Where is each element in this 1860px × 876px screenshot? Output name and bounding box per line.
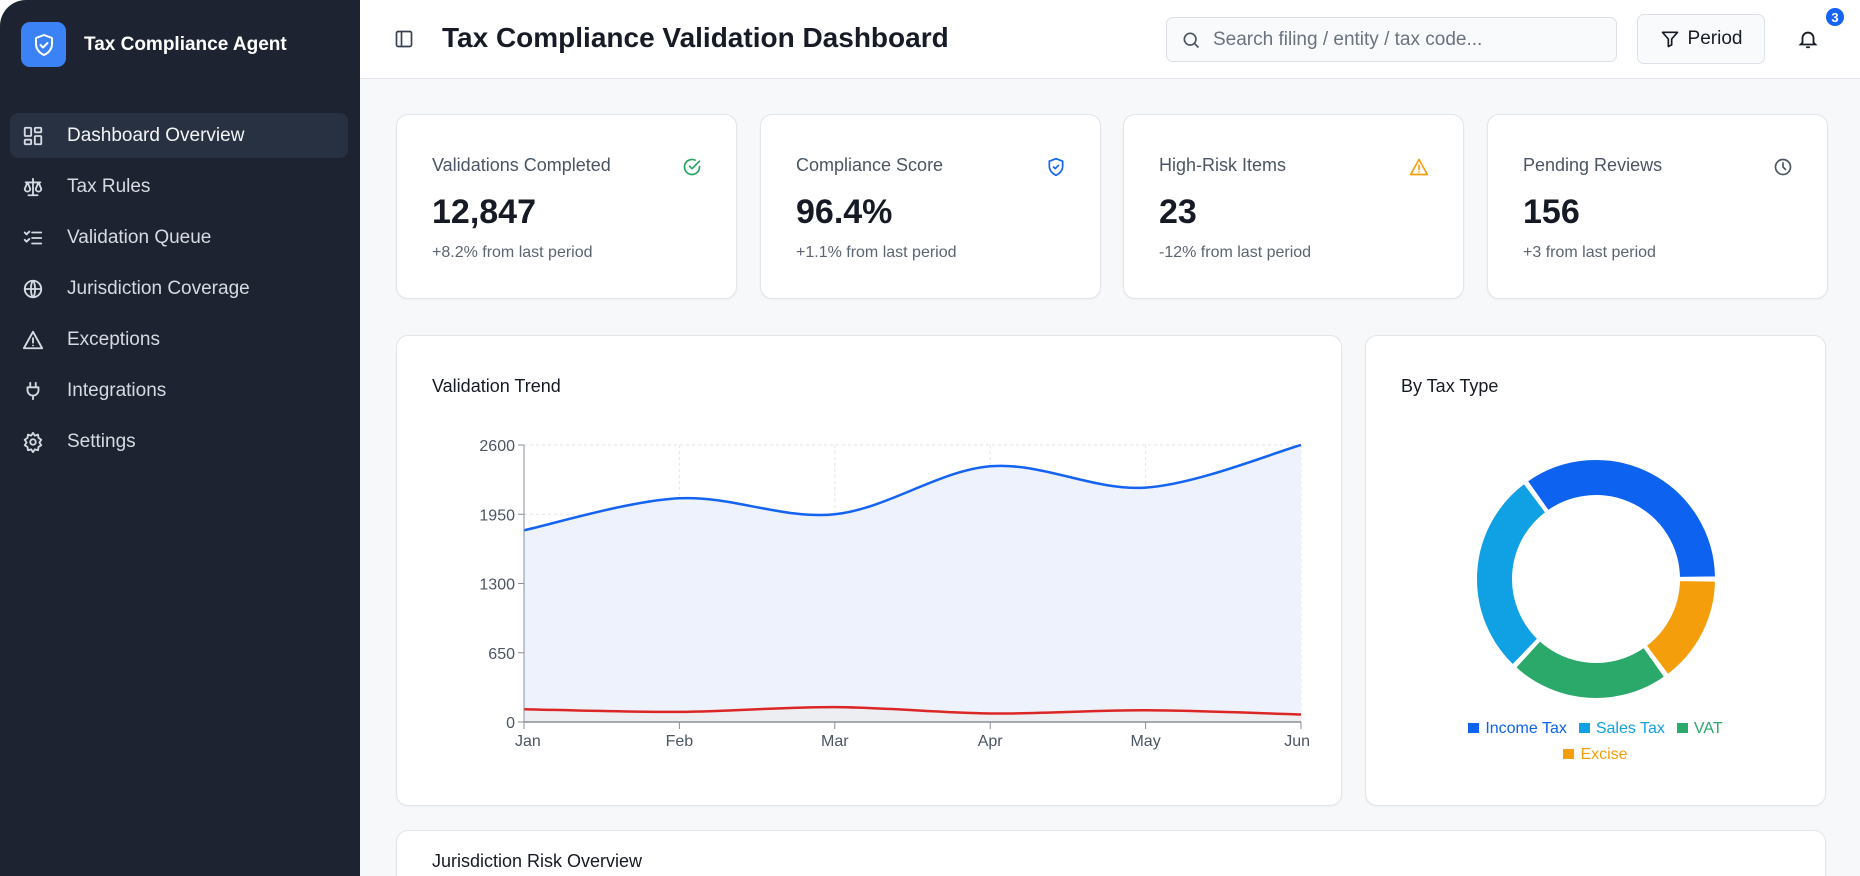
- sidebar: Tax Compliance Agent Dashboard Overview T…: [0, 0, 360, 876]
- x-tick-label: Jan: [515, 733, 541, 750]
- series-area: [524, 445, 1301, 722]
- sidebar-nav: Dashboard Overview Tax Rules Validation Qu…: [10, 113, 348, 470]
- legend-item: Sales Tax: [1578, 720, 1665, 737]
- legend-label: Sales Tax: [1595, 720, 1665, 737]
- clock-icon: [1774, 158, 1792, 176]
- stat-value: 23: [1159, 193, 1197, 231]
- legend-swatch: [1468, 723, 1480, 733]
- sidebar-item-label: Integrations: [67, 379, 167, 401]
- chart-title: By Tax Type: [1401, 376, 1499, 396]
- stat-change: +1.1% from last period: [796, 244, 957, 261]
- donut-slice-income-tax[interactable]: [1525, 458, 1718, 579]
- sidebar-item-dashboard-overview[interactable]: Dashboard Overview: [10, 113, 348, 158]
- legend-item: Income Tax: [1468, 720, 1567, 737]
- period-filter-button[interactable]: Period: [1637, 14, 1765, 64]
- y-tick-label: 2600: [479, 438, 515, 455]
- stat-label: High-Risk Items: [1159, 155, 1287, 175]
- sidebar-item-jurisdiction-coverage[interactable]: Jurisdiction Coverage: [10, 266, 348, 311]
- jurisdiction-risk-card: Jurisdiction Risk Overview: [396, 830, 1826, 876]
- legend-swatch: [1578, 723, 1590, 733]
- validation-trend-chart: 0 650 1300 1950 2600 Jan Feb Mar Apr May Jun: [479, 438, 1310, 750]
- sidebar-item-exceptions[interactable]: Exceptions: [10, 317, 348, 362]
- plug-icon: [26, 381, 40, 400]
- stat-card-validations-completed: Validations Completed 12,847 +8.2% from …: [396, 114, 737, 299]
- stat-label: Validations Completed: [432, 155, 611, 175]
- stat-card-high-risk-items: High-Risk Items 23 -12% from last period: [1123, 114, 1464, 299]
- stat-value: 156: [1523, 193, 1580, 231]
- x-tick-label: Apr: [978, 733, 1004, 750]
- search-box[interactable]: [1166, 17, 1617, 62]
- card-title: Jurisdiction Risk Overview: [432, 851, 643, 871]
- sidebar-item-label: Jurisdiction Coverage: [67, 277, 250, 299]
- search-input[interactable]: [1213, 28, 1593, 51]
- list-check-icon: [23, 230, 43, 244]
- sidebar-item-tax-rules[interactable]: Tax Rules: [10, 164, 348, 209]
- shield-check-icon: [34, 33, 53, 56]
- sidebar-item-label: Validation Queue: [67, 226, 212, 248]
- bell-icon[interactable]: [1797, 28, 1819, 50]
- sidebar-item-label: Settings: [67, 430, 136, 452]
- sidebar-item-label: Dashboard Overview: [67, 124, 245, 146]
- sidebar-item-validation-queue[interactable]: Validation Queue: [10, 215, 348, 260]
- x-tick-label: Jun: [1284, 733, 1310, 750]
- sidebar-toggle-icon[interactable]: [394, 29, 414, 49]
- logo: [21, 22, 66, 67]
- donut-slice-excise[interactable]: [1644, 579, 1718, 677]
- legend-swatch: [1676, 723, 1688, 733]
- x-tick-label: Mar: [821, 733, 849, 750]
- tax-type-donut-chart: [1475, 458, 1718, 700]
- legend-item: VAT: [1676, 720, 1723, 737]
- stat-change: +8.2% from last period: [432, 244, 593, 261]
- warning-icon: [1409, 158, 1429, 176]
- donut-slice-vat[interactable]: [1513, 638, 1667, 700]
- stat-change: +3 from last period: [1523, 244, 1656, 261]
- stat-label: Pending Reviews: [1523, 155, 1663, 175]
- legend-swatch: [1563, 749, 1575, 759]
- page-title: Tax Compliance Validation Dashboard: [442, 22, 949, 53]
- sidebar-item-label: Exceptions: [67, 328, 160, 350]
- legend-label: Income Tax: [1485, 720, 1567, 737]
- search-icon: [1183, 32, 1200, 48]
- sidebar-item-label: Tax Rules: [67, 175, 151, 197]
- stat-card-pending-reviews: Pending Reviews 156 +3 from last period: [1487, 114, 1828, 299]
- y-tick-label: 1300: [479, 577, 515, 594]
- check-circle-icon: [683, 158, 701, 176]
- series-line: [523, 705, 1302, 716]
- period-label: Period: [1687, 28, 1743, 49]
- warning-icon: [22, 330, 44, 349]
- sidebar-item-settings[interactable]: Settings: [10, 419, 348, 464]
- notification-badge: 3: [1824, 6, 1846, 28]
- tax-type-card: By Tax Type Income Tax Sales Tax VAT Excise: [1365, 335, 1826, 806]
- y-tick-label: 650: [488, 646, 515, 663]
- chart-title: Validation Trend: [432, 376, 561, 396]
- scale-icon: [23, 177, 43, 196]
- shield-check-icon: [1048, 157, 1064, 177]
- legend-item: Excise: [1563, 746, 1628, 763]
- globe-icon: [23, 279, 43, 298]
- y-tick-label: 1950: [479, 507, 515, 524]
- y-tick-label: 0: [506, 715, 515, 732]
- chart-legend: Income Tax Sales Tax VAT Excise: [1366, 716, 1825, 768]
- x-tick-label: May: [1130, 733, 1160, 750]
- x-tick-label: Feb: [666, 733, 694, 750]
- filter-icon: [1661, 31, 1678, 48]
- series-line: [523, 443, 1302, 532]
- sidebar-item-integrations[interactable]: Integrations: [10, 368, 348, 413]
- legend-label: VAT: [1693, 720, 1723, 737]
- validation-trend-card: Validation Trend 0 650 1300 1950 2600 Jan Feb M…: [396, 335, 1342, 806]
- stat-label: Compliance Score: [796, 155, 944, 175]
- stat-card-compliance-score: Compliance Score 96.4% +1.1% from last p…: [760, 114, 1101, 299]
- top-bar: Tax Compliance Validation Dashboard Peri…: [360, 0, 1860, 79]
- stat-value: 12,847: [432, 193, 536, 231]
- gear-icon: [23, 431, 43, 453]
- legend-label: Excise: [1580, 746, 1628, 763]
- stat-value: 96.4%: [796, 193, 893, 231]
- dashboard-icon: [23, 126, 43, 145]
- stat-change: -12% from last period: [1159, 244, 1312, 261]
- app-name: Tax Compliance Agent: [84, 34, 287, 55]
- donut-slice-sales-tax[interactable]: [1475, 481, 1548, 667]
